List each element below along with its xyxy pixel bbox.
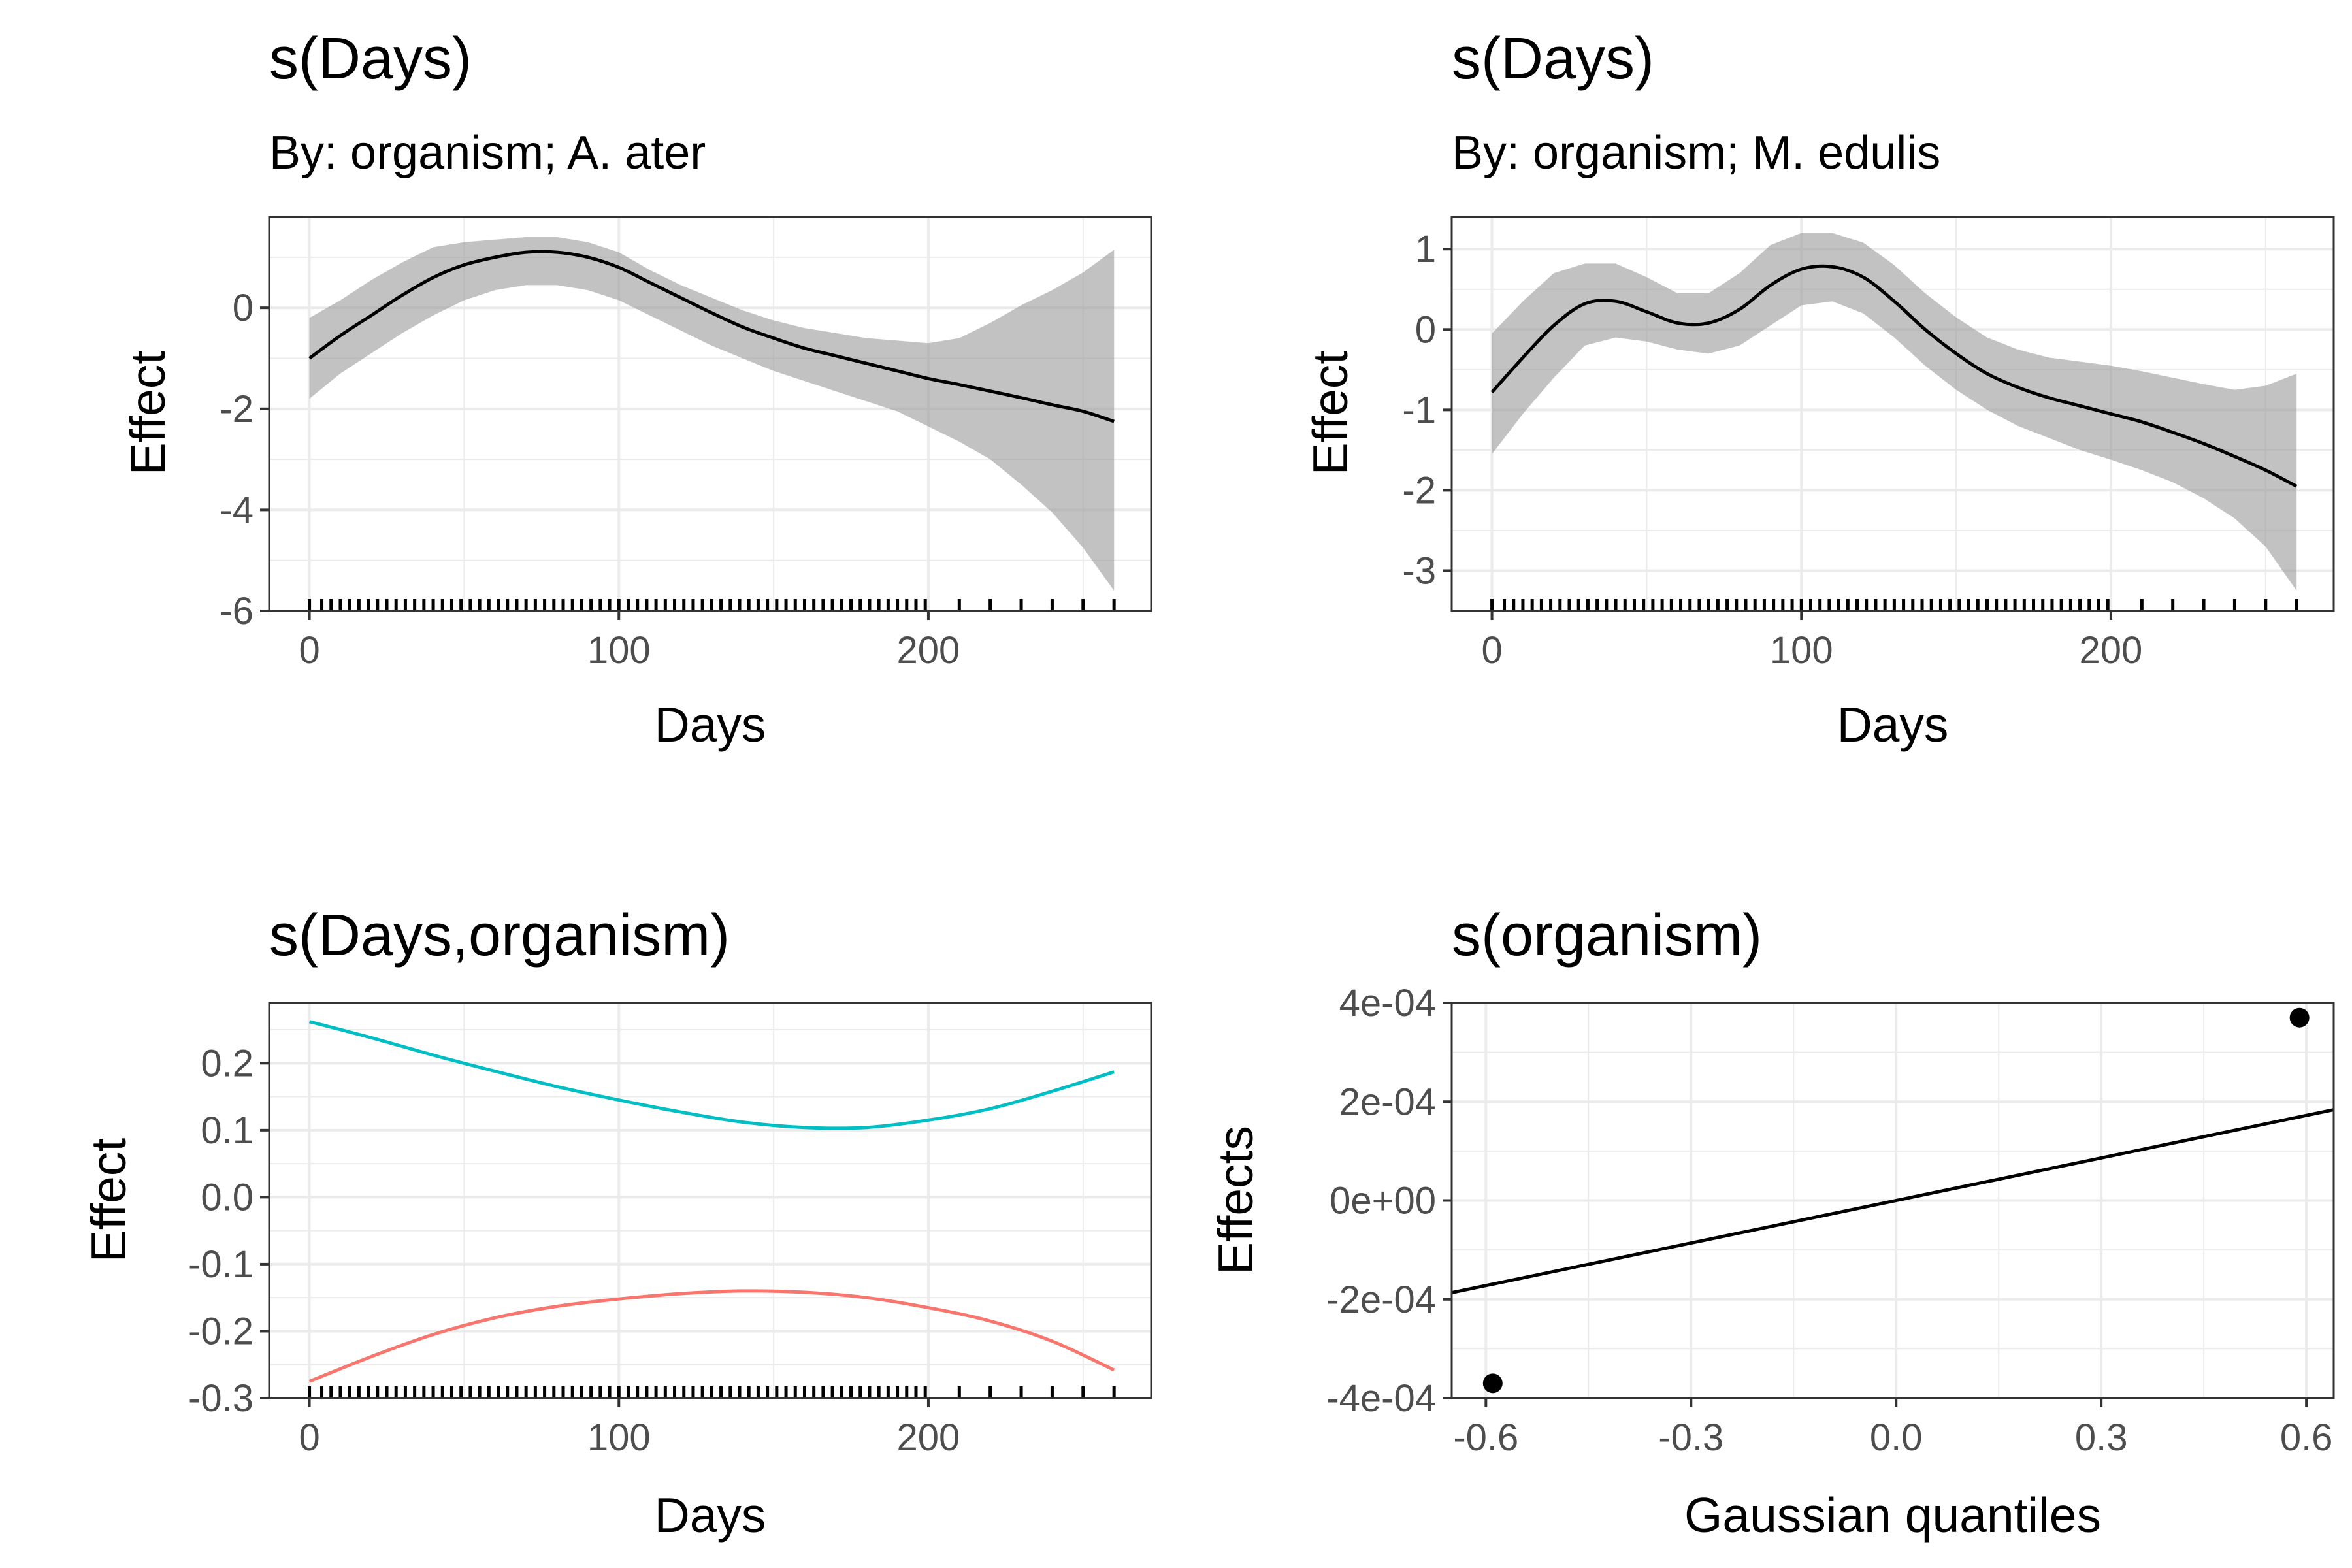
x-tick-label: -0.6 xyxy=(1453,1416,1518,1459)
x-tick-label: 0.6 xyxy=(2280,1416,2333,1459)
plot-area: 0 100 200 1 0 -1 -2 -3 xyxy=(1402,216,2335,672)
y-tick-label: 2e-04 xyxy=(1339,1081,1436,1123)
y-tick-label: 0.1 xyxy=(201,1109,253,1152)
plot-area: 0 100 200 0.2 0.1 0.0 -0.1 -0.2 -0.3 xyxy=(188,1002,1152,1459)
x-axis-title: Days xyxy=(655,697,766,752)
panel-a-ater: s(Days) By: organism; A. ater 0 100 200 0 -2… xyxy=(120,26,1152,752)
panel-title: s(Days) xyxy=(1452,26,1654,91)
panel-subtitle: By: organism; A. ater xyxy=(269,127,706,179)
y-tick-label: -2 xyxy=(1402,469,1436,512)
y-tick-label: -0.3 xyxy=(188,1377,253,1420)
y-tick-label: 0 xyxy=(233,287,253,329)
x-tick-label: 200 xyxy=(897,1416,960,1459)
x-axis-title: Gaussian quantiles xyxy=(1684,1488,2101,1543)
panel-m-edulis: s(Days) By: organism; M. edulis 0 100 200 1… xyxy=(1303,26,2335,752)
x-tick-label: 100 xyxy=(587,1416,651,1459)
x-tick-label: -0.3 xyxy=(1658,1416,1723,1459)
panel-title: s(Days) xyxy=(269,26,472,91)
plot-content xyxy=(1490,233,2298,591)
y-axis-title: Effect xyxy=(81,1138,136,1263)
confidence-band xyxy=(1492,233,2297,591)
panel-title: s(organism) xyxy=(1452,903,1762,968)
panel-border xyxy=(268,216,1152,612)
x-tick-label: 200 xyxy=(897,629,960,672)
y-tick-label: -1 xyxy=(1402,389,1436,431)
series-line xyxy=(308,250,1115,423)
x-tick-label: 0.3 xyxy=(2075,1416,2128,1459)
x-tick-label: 100 xyxy=(1770,629,1833,672)
x-tick-label: 100 xyxy=(587,629,651,672)
x-tick-label: 0.0 xyxy=(1870,1416,1923,1459)
data-point xyxy=(1482,1373,1503,1394)
y-tick-label: 0.2 xyxy=(201,1042,253,1085)
y-tick-label: -4 xyxy=(220,489,253,531)
series-line xyxy=(308,1020,1115,1130)
y-tick-label: 0e+00 xyxy=(1330,1180,1436,1222)
y-axis-title: Effect xyxy=(1303,351,1358,476)
panel-subtitle: By: organism; M. edulis xyxy=(1452,127,1940,179)
series-line xyxy=(308,1289,1115,1383)
y-tick-label: -2e-04 xyxy=(1326,1279,1436,1321)
y-axis-title: Effects xyxy=(1208,1126,1263,1275)
x-tick-label: 200 xyxy=(2080,629,2143,672)
x-axis-title: Days xyxy=(1837,697,1949,752)
y-tick-label: 0 xyxy=(1415,308,1436,351)
series-line xyxy=(1490,264,2298,488)
panel-organism: s(organism) -0.6 -0.3 0.0 0.3 0.6 4e-04 2e-04 0… xyxy=(1208,903,2335,1543)
y-tick-label: -6 xyxy=(220,590,253,632)
y-tick-label: -0.1 xyxy=(188,1243,253,1286)
plot-content xyxy=(308,1020,1115,1383)
plot-content xyxy=(308,237,1115,591)
reference-line xyxy=(1452,1108,2334,1295)
y-tick-label: -4e-04 xyxy=(1326,1377,1436,1420)
panel-border xyxy=(268,1002,1152,1399)
x-tick-label: 0 xyxy=(299,629,319,672)
plot-area: -0.6 -0.3 0.0 0.3 0.6 4e-04 2e-04 0e+00 -2e-04 -4… xyxy=(1326,982,2335,1459)
confidence-band xyxy=(309,237,1115,591)
y-tick-label: -3 xyxy=(1402,549,1436,592)
plot-content xyxy=(1452,1108,2334,1295)
panel-border xyxy=(1450,216,2335,612)
y-tick-label: -2 xyxy=(220,388,253,431)
data-point xyxy=(2289,1007,2310,1028)
x-tick-label: 0 xyxy=(299,1416,319,1459)
x-axis-title: Days xyxy=(655,1488,766,1543)
x-tick-label: 0 xyxy=(1481,629,1502,672)
y-tick-label: 0.0 xyxy=(201,1176,253,1218)
y-tick-label: 1 xyxy=(1415,228,1436,270)
y-axis-title: Effect xyxy=(120,351,175,476)
panel-title: s(Days,organism) xyxy=(269,903,730,968)
plot-area: 0 100 200 0 -2 -4 -6 xyxy=(220,216,1152,672)
panel-days-organism: s(Days,organism) 0 100 200 0.2 0.1 0.0 -0.1 -0.… xyxy=(81,903,1152,1543)
y-tick-label: 4e-04 xyxy=(1339,982,1436,1024)
y-tick-label: -0.2 xyxy=(188,1310,253,1352)
